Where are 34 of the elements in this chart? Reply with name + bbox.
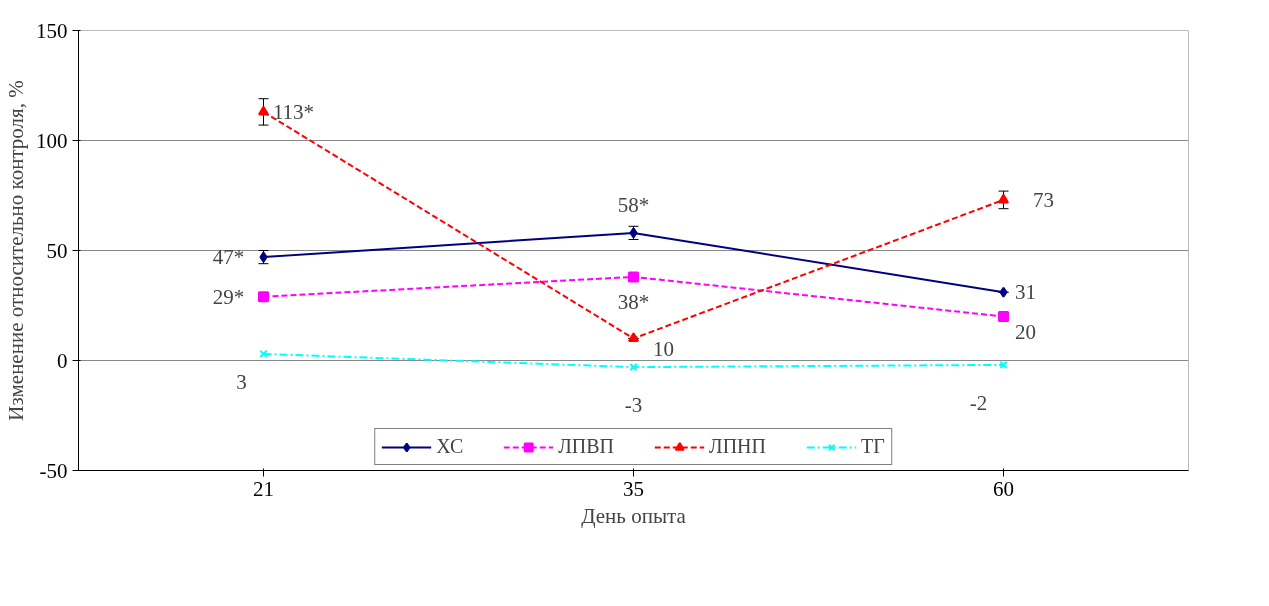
point <box>628 271 639 283</box>
data-label: 31 <box>1015 280 1036 305</box>
legend-label: ТГ <box>860 435 885 458</box>
legend-label: ЛПВП <box>558 435 615 458</box>
point <box>258 105 269 116</box>
data-label: 20 <box>1015 319 1036 344</box>
x-tick-label: 35 <box>623 476 644 501</box>
data-label: -2 <box>969 390 988 415</box>
data-label: 113* <box>272 99 315 124</box>
point <box>259 349 268 359</box>
x-tick-label: 60 <box>993 476 1014 501</box>
data-label: 73 <box>1033 187 1054 212</box>
data-label: 3 <box>236 369 247 394</box>
data-label: 38* <box>617 289 650 314</box>
data-label: -3 <box>624 393 643 418</box>
y-axis-title: Изменение относительно контроля, % <box>4 80 28 421</box>
y-tick-label: 100 <box>36 128 68 153</box>
data-label: 58* <box>617 192 650 217</box>
x-axis-title: День опыта <box>581 503 687 528</box>
y-tick-label: 150 <box>36 18 68 43</box>
data-label: 47* <box>212 245 245 270</box>
legend-label: ЛПНП <box>709 435 766 458</box>
point <box>258 291 269 303</box>
y-tick-label: -50 <box>39 458 68 483</box>
y-tick-label: 0 <box>57 348 68 373</box>
point <box>998 311 1009 322</box>
data-label: 10 <box>653 336 674 361</box>
x-tick-label: 21 <box>253 476 274 501</box>
data-label: 29* <box>212 284 245 309</box>
legend-label: ХС <box>436 435 464 458</box>
point <box>999 286 1008 298</box>
y-tick-label: 50 <box>46 238 68 263</box>
point <box>628 332 639 343</box>
point <box>998 193 1009 204</box>
